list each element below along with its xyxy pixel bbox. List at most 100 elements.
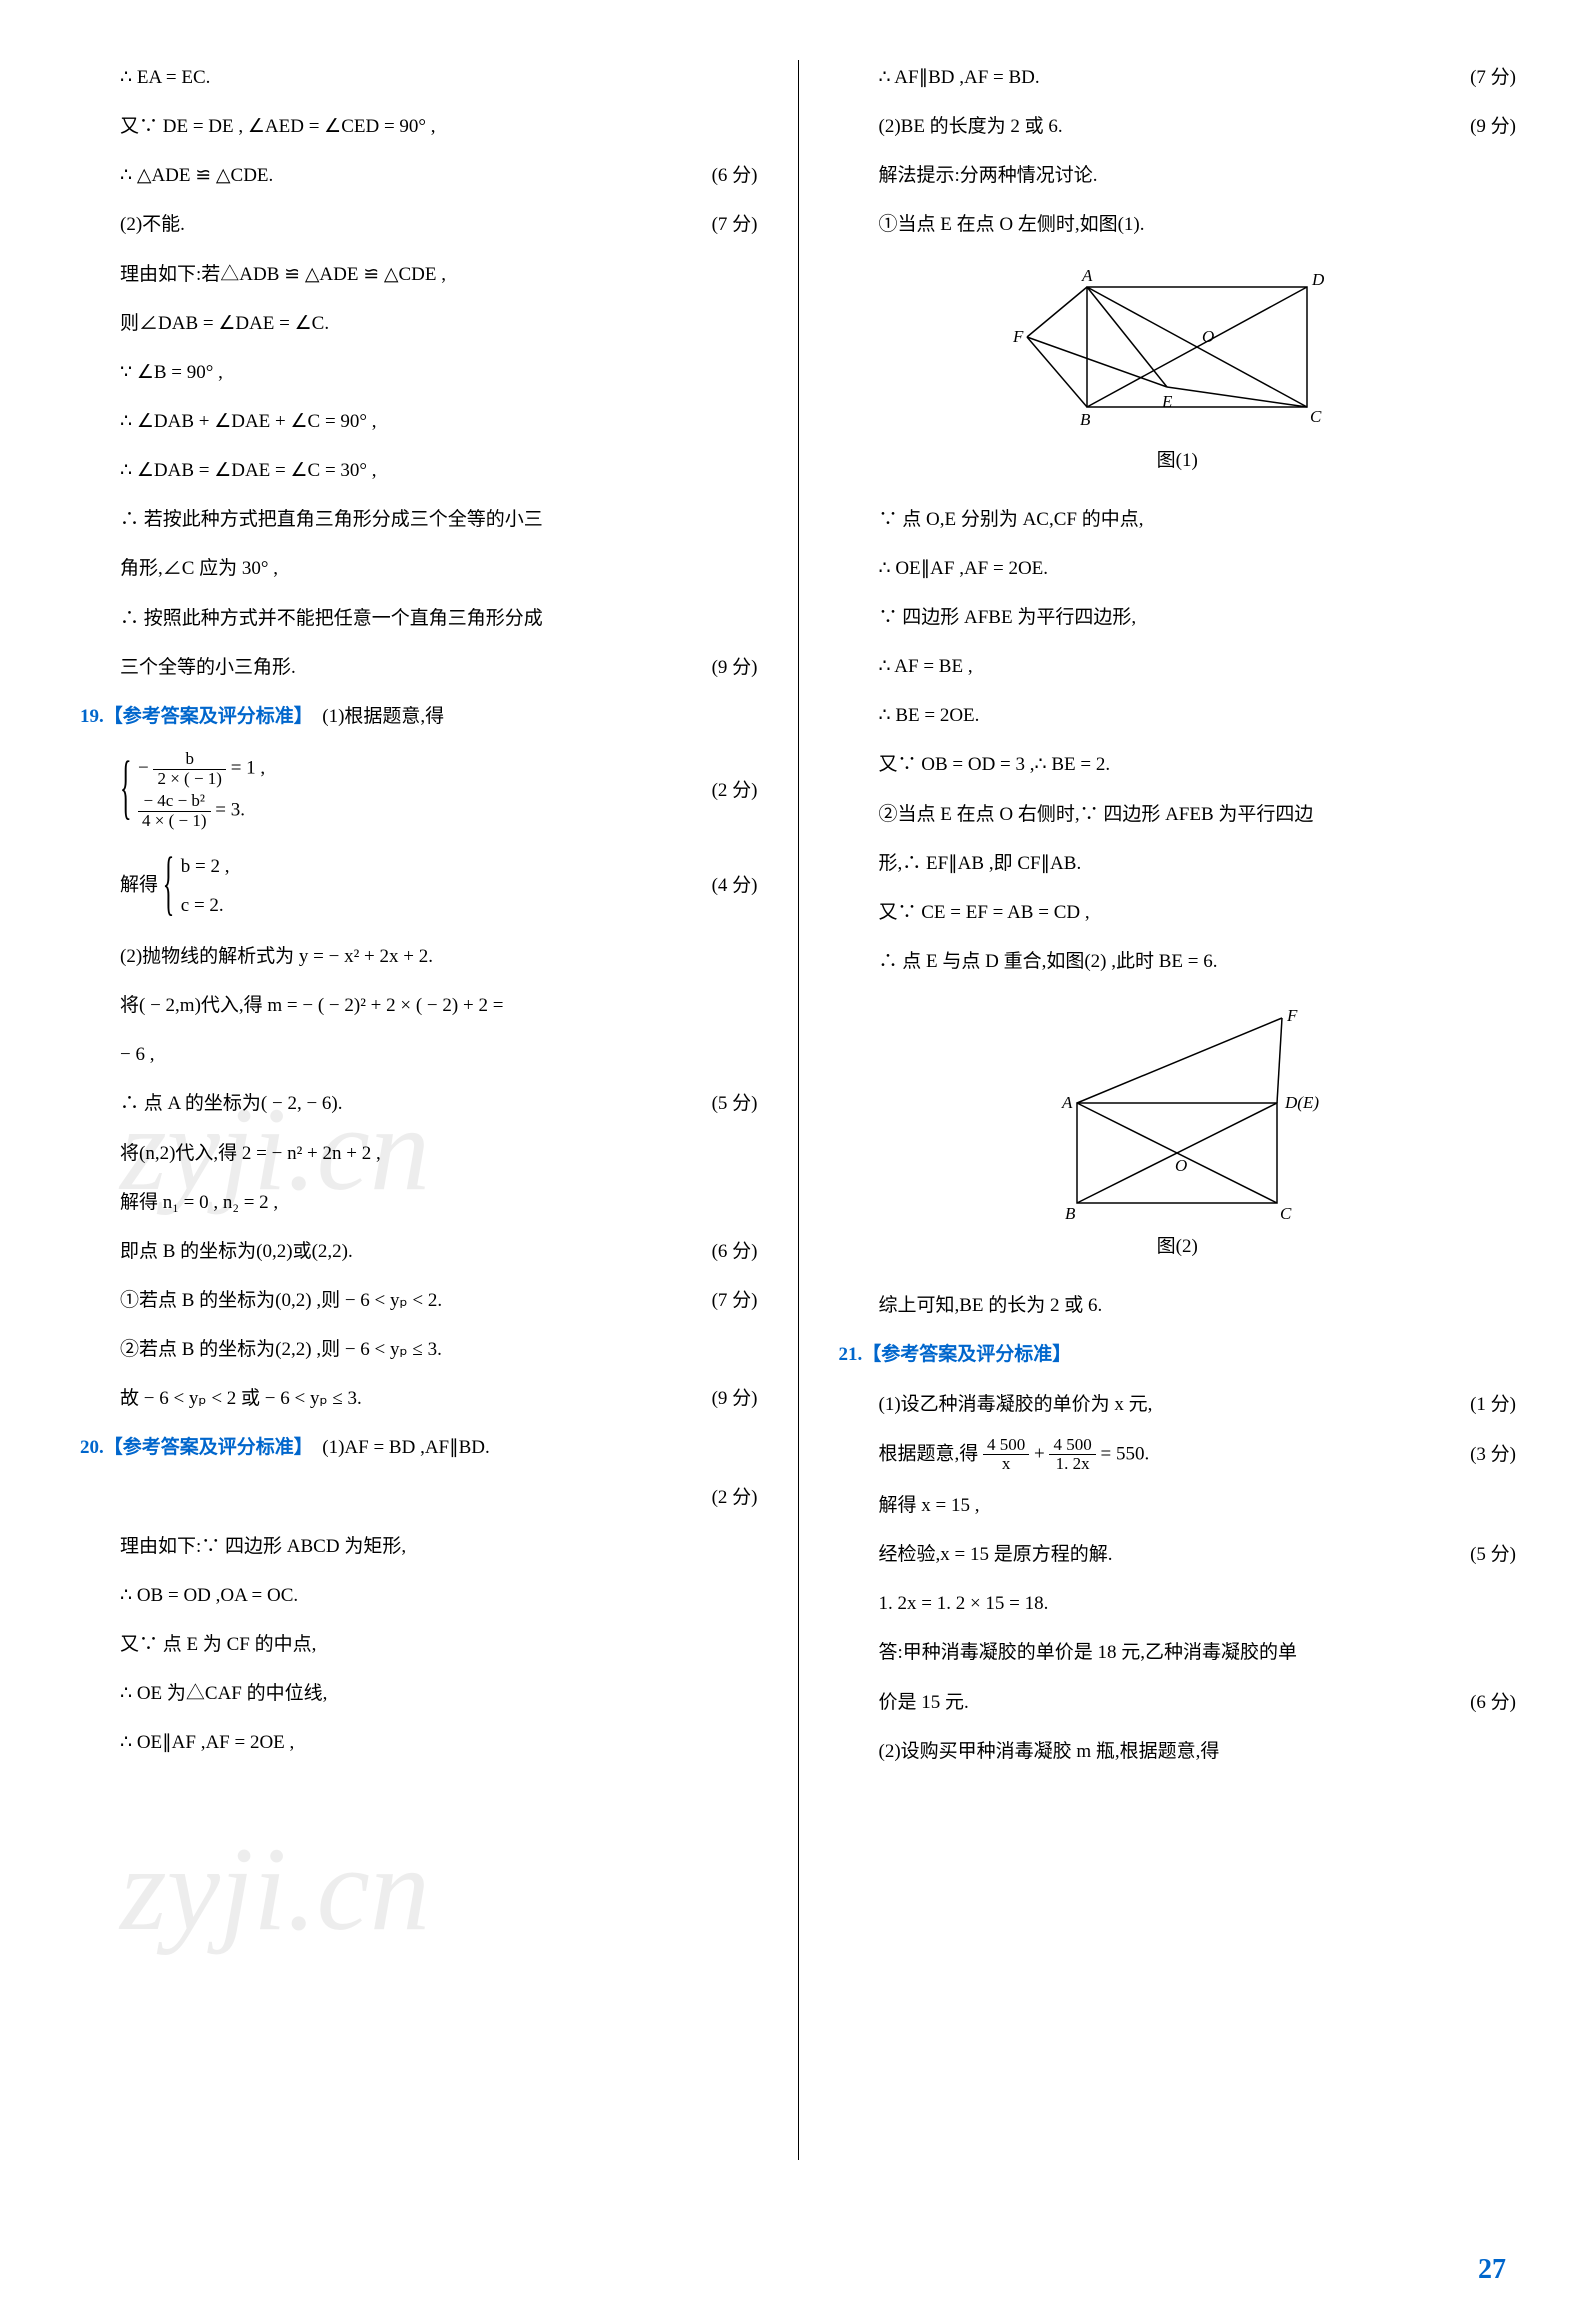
question-header-19: 19.【参考答案及评分标准】 (1)根据题意,得 xyxy=(80,699,758,734)
num: − 4c − b² xyxy=(138,792,211,812)
eq-body: 根据题意,得 4 500x + 4 5001. 2x = 550. xyxy=(879,1436,1150,1474)
q20-head: 20.【参考答案及评分标准】 (1)AF = BD ,AF∥BD. xyxy=(80,1430,490,1465)
text: ∴ 点 E 与点 D 重合,如图(2) ,此时 BE = 6. xyxy=(879,944,1218,979)
text: ∵ 四边形 AFBE 为平行四边形, xyxy=(879,600,1137,635)
math-line: (2)不能.(7 分) xyxy=(80,207,758,242)
math-line: 理由如下:∵ 四边形 ABCD 为矩形, xyxy=(80,1529,758,1564)
fraction: b2 × ( − 1) xyxy=(153,750,226,788)
figure-caption: 图(2) xyxy=(839,1229,1517,1264)
figure-caption: 图(1) xyxy=(839,443,1517,478)
math-line: 解得 x = 15 , xyxy=(839,1488,1517,1523)
math-line: ∴ △ADE ≌ △CDE.(6 分) xyxy=(80,158,758,193)
text: ∵ 点 O,E 分别为 AC,CF 的中点, xyxy=(879,502,1144,537)
text: (2)不能. xyxy=(120,207,185,242)
label-DE: D(E) xyxy=(1284,1093,1319,1112)
rhs: = 1 , xyxy=(231,758,265,779)
q-number: 21. xyxy=(839,1344,863,1365)
q-tail: (1)根据题意,得 xyxy=(303,706,444,727)
text: 理由如下:若△ADB ≌ △ADE ≌ △CDE , xyxy=(120,257,446,292)
text: ∴ OB = OD ,OA = OC. xyxy=(120,1578,298,1613)
text: ②当点 E 在点 O 右侧时,∵ 四边形 AFEB 为平行四边 xyxy=(879,797,1314,832)
math-line: ∴ EA = EC. xyxy=(80,60,758,95)
text: 又∵ OB = OD = 3 ,∴ BE = 2. xyxy=(879,747,1111,782)
r2: c = 2. xyxy=(181,886,230,925)
num: 4 500 xyxy=(983,1436,1029,1456)
num: 4 500 xyxy=(1049,1436,1095,1456)
text: 三个全等的小三角形. xyxy=(120,650,296,685)
text: 则∠DAB = ∠DAE = ∠C. xyxy=(120,306,329,341)
text: (2)设购买甲种消毒凝胶 m 瓶,根据题意,得 xyxy=(879,1734,1220,1769)
math-line: ∵ 点 O,E 分别为 AC,CF 的中点, xyxy=(839,502,1517,537)
score: (9 分) xyxy=(712,650,758,685)
brace-group: b = 2 , c = 2. xyxy=(163,847,230,925)
math-line: ∴ OE∥AF ,AF = 2OE , xyxy=(80,1725,758,1760)
text: ∴ BE = 2OE. xyxy=(879,698,980,733)
pre: 根据题意,得 xyxy=(879,1443,979,1464)
math-line: ∵ 四边形 AFBE 为平行四边形, xyxy=(839,600,1517,635)
den: x xyxy=(983,1455,1029,1474)
equation-system-1: − b2 × ( − 1) = 1 , − 4c − b²4 × ( − 1) … xyxy=(80,748,758,833)
math-line: ②若点 B 的坐标为(2,2) ,则 − 6 < yₚ ≤ 3. xyxy=(80,1332,758,1367)
math-line: (2 分) xyxy=(80,1480,758,1515)
math-line: ∴ OB = OD ,OA = OC. xyxy=(80,1578,758,1613)
math-line: ∵ ∠B = 90° , xyxy=(80,355,758,390)
math-line: (2)设购买甲种消毒凝胶 m 瓶,根据题意,得 xyxy=(839,1734,1517,1769)
text: ∴ OE 为△CAF 的中位线, xyxy=(120,1676,327,1711)
question-header-20: 20.【参考答案及评分标准】 (1)AF = BD ,AF∥BD. xyxy=(80,1430,758,1465)
math-line: ∴ 按照此种方式并不能把任意一个直角三角形分成 xyxy=(80,601,758,636)
text: 将(n,2)代入,得 2 = − n² + 2n + 2 , xyxy=(120,1136,381,1171)
math-line: 又∵ DE = DE , ∠AED = ∠CED = 90° , xyxy=(80,109,758,144)
text: ①若点 B 的坐标为(0,2) ,则 − 6 < yₚ < 2. xyxy=(120,1283,442,1318)
math-line: 即点 B 的坐标为(0,2)或(2,2). (6 分) xyxy=(80,1234,758,1269)
text: 故 − 6 < yₚ < 2 或 − 6 < yₚ ≤ 3. xyxy=(120,1381,362,1416)
q21-head: 21.【参考答案及评分标准】 xyxy=(839,1337,1072,1372)
text: ∴ OE∥AF ,AF = 2OE , xyxy=(120,1725,294,1760)
text: 解得 n₁ = 0 , n₂ = 2 , xyxy=(120,1185,278,1220)
label-A: A xyxy=(1061,1093,1073,1112)
score: (9 分) xyxy=(1470,109,1516,144)
text: ∴ 点 A 的坐标为( − 2, − 6). xyxy=(120,1086,343,1121)
score: (3 分) xyxy=(1470,1437,1516,1472)
math-line: ∴ AF∥BD ,AF = BD.(7 分) xyxy=(839,60,1517,95)
text: 1. 2x = 1. 2 × 15 = 18. xyxy=(879,1586,1049,1621)
fraction: 4 500x xyxy=(983,1436,1029,1474)
text: 即点 B 的坐标为(0,2)或(2,2). xyxy=(120,1234,353,1269)
fraction-equation: 根据题意,得 4 500x + 4 5001. 2x = 550. (3 分) xyxy=(839,1436,1517,1474)
math-line: ②当点 E 在点 O 右侧时,∵ 四边形 AFEB 为平行四边 xyxy=(839,797,1517,832)
score: (6 分) xyxy=(1470,1685,1516,1720)
page-number: 27 xyxy=(1478,2254,1506,2286)
text: 又∵ CE = EF = AB = CD , xyxy=(879,895,1090,930)
solve-block: 解得 b = 2 , c = 2. xyxy=(120,847,229,925)
score: (9 分) xyxy=(712,1381,758,1416)
text: 解法提示:分两种情况讨论. xyxy=(879,158,1098,193)
math-line: 解得 n₁ = 0 , n₂ = 2 , xyxy=(80,1185,758,1220)
math-line: − 6 , xyxy=(80,1037,758,1072)
label-C: C xyxy=(1310,407,1322,426)
text: 理由如下:∵ 四边形 ABCD 为矩形, xyxy=(120,1529,406,1564)
label-F: F xyxy=(1012,327,1024,346)
text: ∴ △ADE ≌ △CDE. xyxy=(120,158,273,193)
q-number: 19. xyxy=(80,706,104,727)
score: (6 分) xyxy=(712,1234,758,1269)
num: b xyxy=(153,750,226,770)
text: 形,∴ EF∥AB ,即 CF∥AB. xyxy=(879,846,1082,881)
eq-row-1: − b2 × ( − 1) = 1 , xyxy=(138,748,265,790)
den: 1. 2x xyxy=(1049,1455,1095,1474)
brace-group: − b2 × ( − 1) = 1 , − 4c − b²4 × ( − 1) … xyxy=(120,748,265,833)
label-B: B xyxy=(1080,410,1091,429)
math-line: 又∵ 点 E 为 CF 的中点, xyxy=(80,1627,758,1662)
text: ∴ 按照此种方式并不能把任意一个直角三角形分成 xyxy=(120,601,543,636)
text: 价是 15 元. xyxy=(879,1685,969,1720)
q-number: 20. xyxy=(80,1437,104,1458)
math-line: ∴ ∠DAB + ∠DAE + ∠C = 90° , xyxy=(80,404,758,439)
solve-system: 解得 b = 2 , c = 2. (4 分) xyxy=(80,847,758,925)
text: ∴ ∠DAB = ∠DAE = ∠C = 30° , xyxy=(120,453,377,488)
math-line: ∴ 若按此种方式把直角三角形分成三个全等的小三 xyxy=(80,502,758,537)
geometry-diagram-2: A D(E) B C F O xyxy=(1027,1003,1327,1223)
score: (5 分) xyxy=(1470,1537,1516,1572)
text: ①当点 E 在点 O 左侧时,如图(1). xyxy=(879,207,1145,242)
two-column-layout: ∴ EA = EC. 又∵ DE = DE , ∠AED = ∠CED = 90… xyxy=(80,60,1516,2220)
score: (7 分) xyxy=(712,1283,758,1318)
rhs: = 3. xyxy=(215,800,245,821)
geometry-diagram-1: A D B C F E O xyxy=(1007,267,1347,437)
